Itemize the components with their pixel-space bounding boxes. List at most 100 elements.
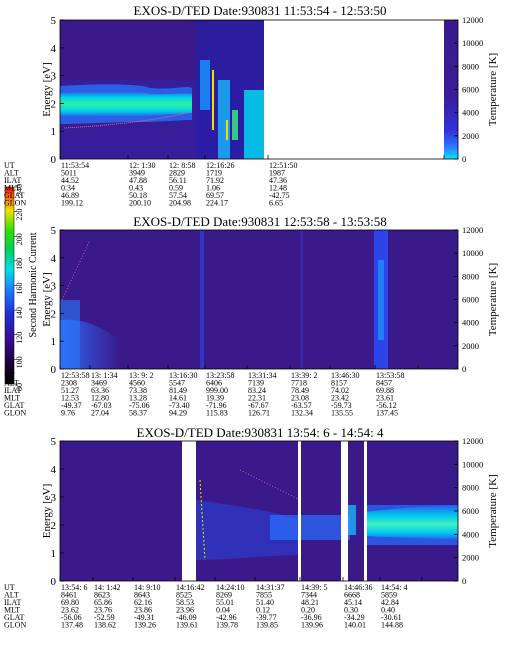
panel-2-table-cell: 12.53 [61,394,79,403]
panel-2-table-cell: 13:23:58 [206,371,234,380]
panel-2-table-cell: 12:53:58 [61,371,89,380]
panel-3-table-row-label: MLT [4,606,20,615]
panel-2-table-cell: -73.40 [169,401,190,410]
panel-3-table-cell: -42.96 [216,613,237,622]
panel-2-temperature-trace [61,239,91,301]
panel-2-table-cell: 8457 [376,379,392,388]
panel-2-y-tick-label: 4 [51,253,57,265]
panel-2-table-cell: -56.12 [376,401,397,410]
panel-2-table-cell: 13: 1:34 [91,371,117,380]
panel-2-table-cell: 137.45 [376,409,398,418]
panel-2-orbit-table: UTALTILATMLTGLATGLON12:53:58230851.2712.… [4,371,404,418]
panel-3-table-cell: 48.21 [301,598,319,607]
panel-1-table-row-label: UT [4,161,15,170]
panel-2-table-cell: -75.06 [129,401,150,410]
panel-3: EXOS-D/TED Date:930831 13:54: 6 - 14:54:… [4,425,499,630]
panel-3-table-cell: 58.53 [176,598,194,607]
colorbar-label: Second Harmonic Current [28,232,39,337]
panel-1-y2-axis-label: Temperature [K] [487,53,499,126]
panel-1-table-cell: 47.88 [129,176,147,185]
panel-3-table-cell: 51.40 [256,598,274,607]
panel-1-spike-b [226,120,228,140]
panel-1-table-cell: 1.06 [206,184,220,193]
colorbar-tick-label: 120 [15,332,24,344]
panel-1-table-cell: 44.52 [61,176,79,185]
panel-3-y2-tick-label: 4000 [462,529,479,539]
panel-2-table-cell: 23.08 [291,394,309,403]
panel-1-table-cell: 12: 8:58 [169,161,195,170]
panel-2: EXOS-D/TED Date:930831 12:53:58 - 13:53:… [4,214,499,418]
panel-1: EXOS-D/TED Date:930831 11:53:54 - 12:53:… [4,3,499,208]
panel-3-table-cell: 65.86 [94,598,112,607]
panel-1-table-cell: 6.65 [269,199,283,208]
panel-2-table-row-label: ILAT [4,386,21,395]
panel-3-table-cell: 23.76 [94,606,112,615]
panel-3-data-gap-3 [341,441,348,581]
panel-1-y-tick-label: 2 [51,98,57,110]
panel-3-table-cell: 45.14 [344,598,362,607]
panel-3-table-cell: 8525 [176,591,192,600]
panel-1-table-row-label: ILAT [4,176,21,185]
panel-3-table-cell: 23.62 [61,606,79,615]
panel-3-y2-tick-label: 2000 [462,553,479,563]
panel-1-spectrogram [59,19,459,160]
panel-1-table-cell: 47.36 [269,176,287,185]
panel-1-table-cell: 0.59 [169,184,183,193]
panel-2-table-cell: 2308 [61,379,77,388]
panel-3-table-cell: 14:31:37 [256,583,284,592]
panel-1-patch-b [218,80,230,159]
panel-2-table-cell: -71.96 [206,401,227,410]
panel-1-table-cell: 2829 [169,169,185,178]
panel-2-table-cell: 7139 [248,379,264,388]
panel-1-table-cell: 224.17 [206,199,228,208]
panel-1-table-cell: 50.18 [129,191,147,200]
panel-3-table-cell: -49.31 [134,613,155,622]
panel-2-table-cell: 13:53:58 [376,371,404,380]
panel-1-y2-tick-label: 12000 [462,15,483,25]
panel-2-y2-axis-label: Temperature [K] [487,263,499,336]
panel-2-title: EXOS-D/TED Date:930831 12:53:58 - 13:53:… [133,214,386,229]
panel-2-y2-tick-label: 6000 [462,295,479,305]
panel-2-table-cell: 23.61 [376,394,394,403]
panel-3-table-row-label: GLAT [4,613,25,622]
panel-3-table-cell: 23.96 [176,606,194,615]
panel-3-data-gap-1 [182,441,196,581]
panel-3-table-cell: -52.59 [94,613,115,622]
panel-3-table-cell: 8461 [61,591,77,600]
panel-3-data-gap-4 [364,441,367,581]
panel-3-table-cell: 144.88 [381,621,403,630]
colorbar-tick-label: 100 [15,356,24,368]
panel-1-y2-tick-label: 2000 [462,131,479,141]
panel-1-table-cell: 12.48 [269,184,287,193]
colorbar-tick-label: 140 [15,307,24,319]
panel-3-table-cell: 137.48 [61,621,83,630]
panel-2-table-row-label: MLT [4,394,20,403]
panel-3-data-gap-2 [298,441,301,581]
panel-3-table-cell: 139.61 [176,621,198,630]
panel-3-y-tick-label: 0 [51,576,57,588]
panel-3-table-cell: 0.40 [381,606,395,615]
panel-1-y2-tick-label: 6000 [462,85,479,95]
panel-3-table-cell: 7344 [301,591,317,600]
panel-3-table-cell: 0.30 [344,606,358,615]
panel-3-table-cell: 42.84 [381,598,399,607]
panel-3-y2-tick-label: 10000 [462,459,483,469]
panel-3-table-cell: 8269 [216,591,232,600]
colorbar-tick-label: 220 [15,209,24,221]
panel-3-table-cell: 0.12 [256,606,270,615]
colorbar-ticks: 80 100 120 140 160 180 200 220 240 [14,184,24,391]
panel-3-table-cell: 14: 1:42 [94,583,120,592]
panel-3-y-tick-label: 3 [51,492,57,504]
panel-1-patch-c [244,90,264,159]
panel-2-table-cell: 23.42 [331,394,349,403]
panel-1-table-cell: 204.98 [169,199,191,208]
panel-2-table-cell: -67.03 [91,401,112,410]
panel-2-y-tick-label: 2 [51,308,57,320]
panel-1-y-tick-label: 0 [51,154,57,166]
panel-2-table-row-label: GLAT [4,401,25,410]
panel-2-table-cell: 78.49 [291,386,309,395]
panel-3-table-cell: -56.06 [61,613,82,622]
panel-2-table-cell: 7718 [291,379,307,388]
panel-3-table-cell: 55.01 [216,598,234,607]
